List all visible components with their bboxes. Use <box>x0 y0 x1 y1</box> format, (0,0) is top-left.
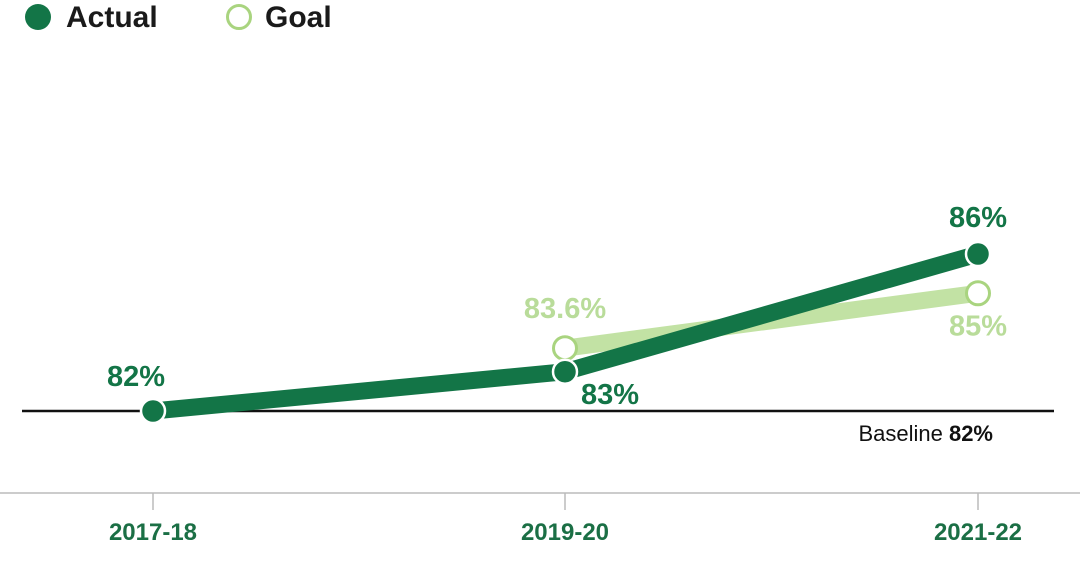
x-tick-label: 2021-22 <box>934 519 1022 546</box>
actual-point-marker <box>964 240 992 268</box>
legend-goal-marker <box>226 4 252 30</box>
actual-line <box>152 245 981 420</box>
actual-point-marker <box>139 397 167 425</box>
x-tick-label: 2017-18 <box>109 519 197 546</box>
baseline-label: Baseline 82% <box>858 421 993 446</box>
baseline-prefix: Baseline <box>858 421 942 446</box>
goal-data-label: 85% <box>949 310 1007 342</box>
actual-data-label: 86% <box>949 202 1007 234</box>
actual-data-label: 82% <box>107 361 165 393</box>
legend-actual-marker <box>25 4 51 30</box>
goal-point-marker <box>552 335 578 362</box>
goal-data-label: 83.6% <box>524 293 606 325</box>
data-labels: 82% 83% 86% 83.6% 85% <box>107 202 1007 411</box>
series-actual-markers <box>139 240 992 425</box>
legend-goal-label: Goal <box>265 1 332 34</box>
x-axis-ticks: 2017-18 2019-20 2021-22 <box>109 493 1022 546</box>
series-actual <box>152 245 981 420</box>
legend-actual-label: Actual <box>66 1 158 34</box>
x-tick-label: 2019-20 <box>521 519 609 546</box>
goal-point-marker <box>965 280 991 307</box>
baseline-value: 82% <box>949 421 993 446</box>
actual-data-label: 83% <box>581 379 639 411</box>
legend: Actual Goal <box>25 1 332 34</box>
actual-point-marker <box>551 358 579 385</box>
